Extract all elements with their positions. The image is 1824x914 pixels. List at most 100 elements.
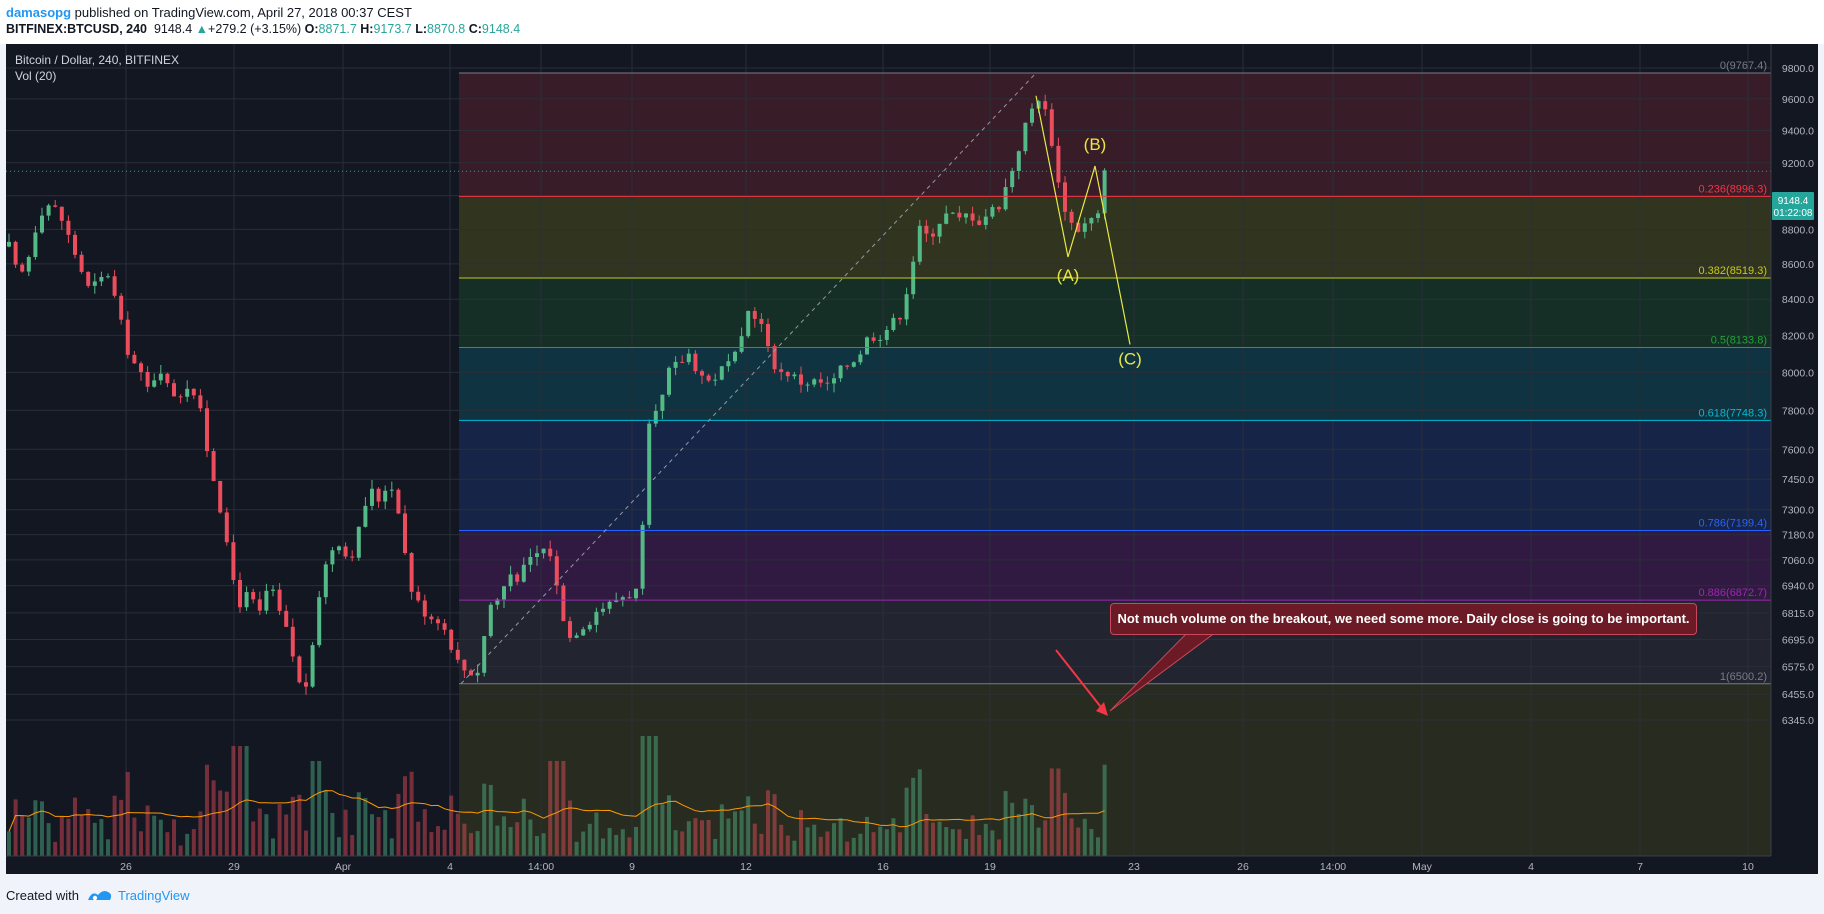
fib-level-label: 0.236(8996.3)	[1699, 183, 1768, 195]
volume-bar	[271, 838, 275, 856]
volume-bar	[970, 815, 975, 856]
volume-bar	[845, 841, 850, 856]
time-tick-label: 4	[447, 861, 453, 873]
candle-body	[462, 659, 467, 671]
volume-bar	[548, 761, 553, 856]
legend-volume: Vol (20)	[15, 69, 56, 83]
candle-body	[277, 589, 282, 611]
candle-body	[805, 384, 810, 386]
candle-body	[106, 276, 110, 278]
candle-body	[264, 590, 269, 611]
volume-bar	[977, 834, 982, 856]
candle-body	[515, 574, 520, 582]
volume-bar	[726, 818, 731, 856]
volume-bar	[746, 796, 751, 856]
volume-bar	[436, 826, 440, 856]
candle-body	[904, 294, 909, 320]
candle-body	[66, 220, 71, 235]
candle-body	[475, 672, 480, 676]
volume-bar	[482, 783, 487, 856]
candle-body	[416, 591, 421, 601]
chart-area[interactable]: 0(9767.4) 0.236(8996.3) 0.382(8519.3) 0.5(8…	[6, 44, 1818, 874]
volume-bar	[304, 830, 308, 856]
volume-bar	[350, 835, 355, 856]
volume-bar	[990, 830, 995, 856]
volume-bar	[244, 746, 249, 856]
volume-bar	[251, 821, 256, 856]
price-tick-label: 8000.0	[1782, 367, 1814, 379]
candle-body	[482, 636, 487, 673]
volume-bar	[673, 830, 678, 856]
candle-body	[508, 574, 513, 587]
volume-bar	[1023, 798, 1028, 856]
candle-body	[746, 311, 751, 337]
candle-body	[389, 489, 394, 491]
time-axis[interactable]	[6, 856, 1818, 874]
candle-body	[231, 542, 236, 580]
volume-bar	[1036, 827, 1041, 856]
candle-body	[257, 599, 262, 611]
price-axis[interactable]	[1771, 44, 1818, 856]
trend-line-dashed	[460, 72, 1037, 685]
volume-bar	[917, 769, 922, 856]
callout-note[interactable]: Not much volume on the breakout, we need…	[1110, 603, 1697, 635]
time-tick-label: May	[1412, 861, 1433, 873]
volume-bar	[396, 793, 401, 856]
candle-body	[601, 608, 605, 612]
price-tick-label: 8400.0	[1782, 294, 1814, 306]
volume-bar	[931, 822, 935, 856]
candle-body	[442, 623, 447, 630]
volume-bar	[1043, 820, 1048, 856]
volume-bar	[1069, 818, 1074, 856]
candle-body	[891, 317, 896, 330]
volume-bar	[112, 795, 117, 856]
candle-body	[660, 394, 665, 411]
open-value: 8871.7	[318, 22, 357, 36]
volume-bar	[1056, 768, 1061, 856]
candle-body	[614, 599, 619, 602]
volume-bar	[66, 818, 71, 856]
volume-bar	[759, 833, 764, 856]
volume-bar	[554, 761, 559, 856]
candle-body	[594, 611, 599, 625]
volume-bar	[983, 823, 988, 856]
candle-body	[785, 371, 790, 377]
candle-body	[152, 380, 157, 387]
candle-body	[310, 645, 315, 687]
volume-bar	[851, 837, 856, 856]
tradingview-link[interactable]: TradingView	[118, 888, 190, 903]
candle-body	[185, 388, 190, 397]
candle-body	[931, 233, 935, 237]
candle-body	[521, 564, 526, 582]
volume-bar	[891, 818, 896, 856]
candle-body	[541, 548, 546, 554]
volume-bar	[1089, 829, 1094, 856]
candle-body	[383, 490, 388, 502]
candle-body	[53, 205, 58, 207]
wave-label: (C)	[1118, 350, 1142, 369]
volume-bar	[541, 833, 546, 856]
candle-body	[799, 374, 803, 385]
candle-body	[191, 388, 196, 396]
fib-zone	[459, 196, 1771, 279]
chart-header: damasopg published on TradingView.com, A…	[0, 0, 1824, 44]
candle-body	[937, 223, 942, 237]
volume-bar	[924, 814, 929, 856]
candle-body	[634, 588, 638, 599]
fib-lines: 0(9767.4) 0.236(8996.3) 0.382(8519.3) 0.5(8…	[459, 60, 1771, 685]
candle-body	[528, 556, 533, 565]
volume-bar	[568, 800, 572, 856]
volume-bar	[277, 804, 282, 856]
chart-canvas[interactable]: 0(9767.4) 0.236(8996.3) 0.382(8519.3) 0.5(8…	[6, 44, 1818, 874]
price-tick-label: 7180.0	[1782, 530, 1814, 542]
candle-body	[304, 682, 308, 687]
volume-bar	[449, 795, 454, 856]
candle-body	[396, 489, 401, 514]
candle-body	[686, 353, 691, 363]
volume-bar	[1049, 768, 1054, 856]
author-link[interactable]: damasopg	[6, 5, 72, 20]
volume-bar	[416, 821, 421, 856]
volume-bar	[165, 832, 170, 856]
publish-text: published on TradingView.com, April 27, …	[71, 5, 412, 20]
candle-body	[620, 597, 625, 600]
